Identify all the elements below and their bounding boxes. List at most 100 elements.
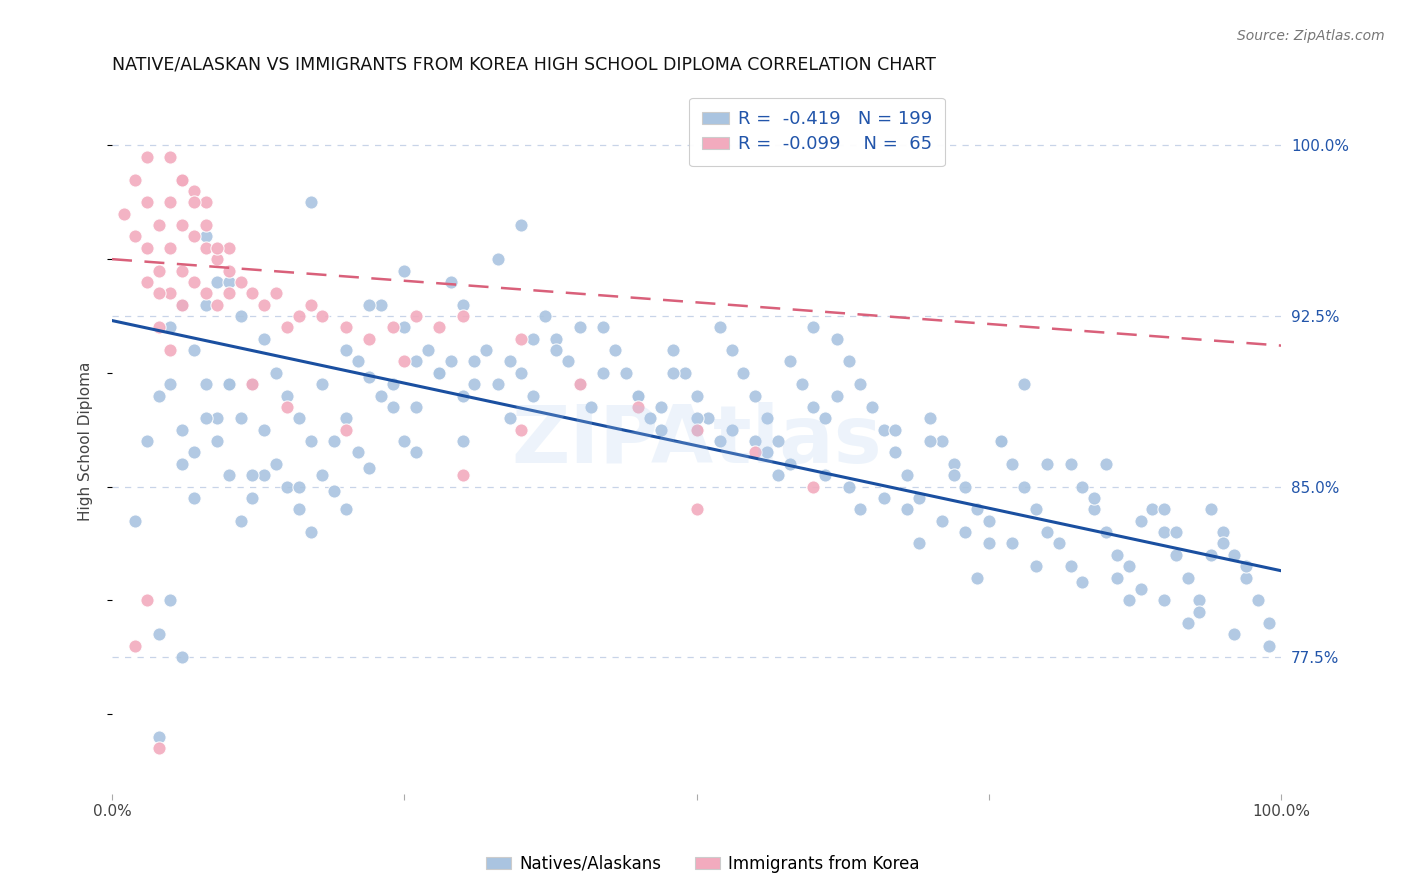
Point — [486, 252, 509, 267]
Point — [253, 298, 276, 312]
Point — [207, 434, 229, 448]
Point — [849, 377, 872, 392]
Point — [1212, 536, 1234, 550]
Point — [124, 639, 146, 653]
Point — [1001, 536, 1024, 550]
Point — [240, 286, 263, 301]
Point — [627, 389, 650, 403]
Point — [183, 445, 205, 459]
Point — [311, 309, 333, 323]
Point — [194, 286, 217, 301]
Point — [159, 320, 181, 334]
Point — [381, 320, 404, 334]
Point — [463, 354, 485, 368]
Point — [709, 320, 731, 334]
Point — [510, 423, 533, 437]
Point — [264, 457, 287, 471]
Point — [546, 343, 568, 358]
Point — [359, 332, 381, 346]
Point — [755, 445, 778, 459]
Point — [768, 468, 790, 483]
Point — [779, 457, 801, 471]
Point — [194, 377, 217, 392]
Point — [463, 377, 485, 392]
Point — [124, 514, 146, 528]
Point — [1094, 524, 1116, 539]
Point — [299, 298, 322, 312]
Point — [288, 479, 311, 493]
Point — [159, 593, 181, 607]
Point — [136, 434, 159, 448]
Point — [194, 411, 217, 425]
Point — [218, 377, 240, 392]
Point — [229, 275, 252, 289]
Point — [323, 434, 346, 448]
Point — [907, 491, 929, 505]
Point — [427, 366, 450, 380]
Point — [288, 309, 311, 323]
Point — [148, 730, 170, 744]
Point — [1258, 615, 1281, 630]
Point — [416, 343, 439, 358]
Point — [1223, 627, 1246, 641]
Point — [405, 445, 427, 459]
Point — [884, 423, 907, 437]
Point — [253, 468, 276, 483]
Point — [394, 434, 416, 448]
Point — [581, 400, 603, 414]
Text: ZIPAtlas: ZIPAtlas — [512, 402, 882, 480]
Point — [568, 377, 591, 392]
Point — [779, 354, 801, 368]
Point — [218, 468, 240, 483]
Point — [1177, 570, 1199, 584]
Point — [568, 377, 591, 392]
Point — [1071, 575, 1094, 590]
Point — [685, 423, 707, 437]
Point — [662, 366, 685, 380]
Point — [1107, 570, 1129, 584]
Point — [498, 354, 520, 368]
Point — [662, 343, 685, 358]
Point — [207, 252, 229, 267]
Point — [299, 524, 322, 539]
Point — [183, 343, 205, 358]
Point — [931, 514, 953, 528]
Point — [194, 195, 217, 210]
Point — [240, 468, 263, 483]
Point — [720, 423, 742, 437]
Point — [229, 514, 252, 528]
Point — [427, 366, 450, 380]
Point — [1036, 457, 1059, 471]
Point — [159, 286, 181, 301]
Point — [183, 275, 205, 289]
Point — [276, 400, 298, 414]
Point — [148, 218, 170, 232]
Point — [790, 377, 813, 392]
Point — [194, 229, 217, 244]
Point — [546, 332, 568, 346]
Point — [299, 434, 322, 448]
Point — [966, 570, 988, 584]
Point — [136, 241, 159, 255]
Point — [498, 411, 520, 425]
Point — [872, 491, 894, 505]
Point — [276, 389, 298, 403]
Point — [194, 241, 217, 255]
Point — [990, 434, 1012, 448]
Point — [1153, 593, 1175, 607]
Point — [136, 275, 159, 289]
Point — [183, 491, 205, 505]
Point — [264, 366, 287, 380]
Point — [405, 400, 427, 414]
Point — [1199, 548, 1222, 562]
Point — [440, 354, 463, 368]
Point — [335, 502, 357, 516]
Point — [240, 491, 263, 505]
Point — [172, 298, 194, 312]
Point — [124, 229, 146, 244]
Point — [673, 366, 696, 380]
Point — [148, 286, 170, 301]
Point — [311, 468, 333, 483]
Point — [510, 332, 533, 346]
Point — [335, 320, 357, 334]
